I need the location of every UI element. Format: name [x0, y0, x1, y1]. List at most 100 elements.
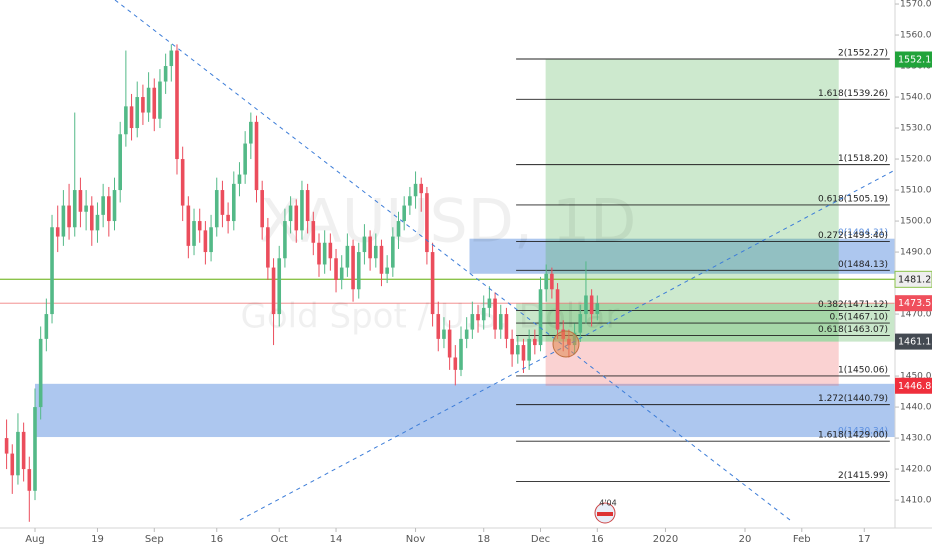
candle-body: [163, 66, 168, 82]
candle-body: [510, 338, 514, 355]
price-label: 1481.21: [898, 274, 932, 285]
candle-body: [402, 205, 406, 222]
candle-body: [288, 205, 293, 222]
candle-body: [413, 183, 418, 197]
x-tick-label: Sep: [145, 534, 164, 545]
candle-body: [345, 245, 350, 268]
candle-body: [27, 469, 32, 491]
candle-body: [55, 227, 60, 237]
candle-body: [237, 174, 242, 184]
candle-body: [226, 214, 230, 222]
zone: [34, 383, 896, 438]
candle-body: [356, 252, 361, 290]
candle-body: [33, 407, 37, 491]
candle-body: [249, 121, 253, 144]
candle-body: [368, 236, 372, 259]
fib-label: 2(1552.27): [838, 49, 888, 59]
drawings-back: 0(1494.31) 0(1430.34) 2(1552.27) 1.618(1539…: [0, 49, 896, 482]
candle-body: [578, 314, 583, 333]
candle-body: [589, 295, 594, 315]
candle-body: [38, 338, 43, 408]
y-tick-label: 1450.00: [900, 372, 932, 382]
fib-label: 0.5(1467.10): [829, 313, 888, 323]
x-tick-label: 18: [477, 534, 490, 545]
candle-body: [351, 245, 355, 290]
candle-body: [595, 303, 600, 315]
candle-body: [72, 190, 77, 228]
x-tick-label: 16: [591, 534, 604, 545]
candle-body: [362, 236, 367, 253]
price-label-box: [895, 333, 932, 350]
x-tick-label: 20: [739, 534, 752, 545]
price-label: 1552.11: [898, 54, 932, 65]
candles: [4, 44, 600, 522]
fib-label: 0(1484.13): [838, 260, 888, 270]
candle-body: [533, 338, 537, 346]
candle-body: [493, 298, 497, 330]
candle-body: [425, 193, 429, 253]
fib-label: 1(1450.06): [838, 365, 888, 375]
x-tick-label: 17: [858, 534, 871, 545]
x-tick-label: 2020: [653, 534, 678, 545]
x-tick-label: Nov: [406, 534, 426, 545]
candle-body: [544, 273, 548, 290]
candle-body: [101, 196, 105, 215]
zone-label: 0(1430.34): [838, 427, 888, 437]
candle-body: [481, 307, 486, 321]
candle-body: [515, 345, 520, 355]
candle-body: [300, 190, 304, 231]
fib-label: 1.272(1440.79): [818, 394, 888, 404]
y-tick-label: 1410.00: [900, 496, 932, 506]
candle-body: [396, 221, 401, 237]
axes: 1410.001420.001430.001440.001450.001460.…: [25, 0, 932, 545]
event-label: 4'04: [599, 499, 616, 508]
candle-body: [339, 267, 344, 280]
candle-body: [231, 183, 236, 222]
event-icon-stripe: [597, 512, 613, 516]
candle-body: [124, 106, 128, 135]
candle-body: [141, 97, 145, 113]
candle-body: [294, 205, 299, 231]
zone-label: 0(1494.31): [838, 228, 888, 238]
candle-body: [44, 314, 49, 339]
candle-body: [10, 453, 15, 476]
candle-body: [192, 221, 196, 246]
fib-label: 1(1518.20): [838, 154, 888, 164]
candle-body: [317, 242, 321, 265]
price-label: 1446.88: [898, 381, 932, 392]
profit-zone: [545, 59, 839, 342]
y-tick-label: 1540.00: [900, 93, 932, 103]
y-tick-label: 1500.00: [900, 217, 932, 227]
candle-body: [16, 431, 20, 476]
candle-body: [186, 205, 191, 246]
loss-zone: [545, 341, 839, 386]
x-tick-label: 14: [330, 534, 343, 545]
candle-body: [152, 87, 157, 119]
y-tick-label: 1470.00: [900, 310, 932, 320]
trendline: [114, 0, 791, 521]
candle-body: [4, 438, 9, 454]
y-tick-label: 1570.00: [900, 0, 932, 10]
y-tick-label: 1510.00: [900, 186, 932, 196]
candle-body: [180, 159, 185, 206]
candle-body: [464, 329, 469, 339]
fib-label: 1.618(1429.00): [818, 431, 888, 441]
candle-body: [266, 227, 270, 268]
candle-body: [118, 134, 122, 191]
candle-body: [459, 338, 463, 370]
candle-body: [67, 205, 71, 228]
y-tick-label: 1490.00: [900, 248, 932, 258]
candle-body: [220, 190, 225, 215]
candle-body: [521, 345, 526, 361]
y-tick-label: 1420.00: [900, 465, 932, 475]
candle-body: [78, 190, 83, 212]
candle-body: [112, 190, 117, 222]
fib-label: 0.618(1463.07): [818, 325, 888, 335]
candle-body: [538, 289, 543, 346]
candle-body: [373, 245, 378, 259]
candle-body: [391, 236, 395, 268]
fib-label: 0.382(1471.12): [818, 300, 888, 310]
candle-body: [214, 190, 219, 228]
x-tick-label: 16: [210, 534, 223, 545]
